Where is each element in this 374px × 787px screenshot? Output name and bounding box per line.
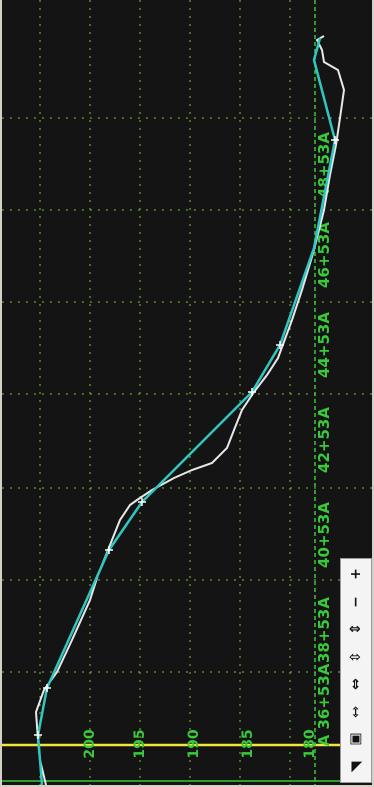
vertical-shrink-button[interactable]: ⇳ (343, 646, 369, 668)
elevation-label: 185 (240, 729, 256, 758)
pvi-marker[interactable] (34, 731, 42, 739)
horizontal-shrink-button[interactable]: ⇿ (343, 701, 369, 723)
horizontal-shrink-icon: ⇿ (347, 705, 364, 718)
station-label: 38+53A (315, 597, 333, 663)
pvi-marker[interactable] (331, 136, 339, 144)
pvi-marker[interactable] (138, 498, 146, 506)
zoom-in-icon: + (347, 568, 364, 580)
horizontal-stretch-button[interactable]: ⇔ (343, 673, 369, 695)
elevation-label: 200 (82, 729, 98, 758)
pvi-marker[interactable] (248, 388, 256, 396)
horizontal-stretch-icon: ⇔ (347, 678, 364, 691)
profile-toolbar: + − ⇕ ⇳ ⇔ ⇿ ▣ ◥ (340, 558, 372, 783)
ground-profile (34, 35, 346, 785)
fit-window-button[interactable]: ▣ (343, 728, 369, 750)
station-label: 40+53A (315, 502, 333, 568)
zoom-in-button[interactable]: + (343, 563, 369, 585)
fit-window-icon: ▣ (347, 732, 364, 746)
station-label: 44+53A (315, 312, 333, 378)
zoom-out-icon: − (347, 595, 364, 608)
pvi-marker[interactable] (276, 341, 284, 349)
elevation-label: 190 (186, 729, 202, 758)
pvi-marker[interactable] (43, 684, 51, 692)
station-label: 42+53A (315, 407, 333, 473)
elevation-label: 195 (132, 729, 148, 758)
axis-labels: A 36+53A38+53A40+53A42+53A44+53A46+53A48… (82, 132, 333, 759)
vertical-stretch-icon: ⇕ (347, 623, 364, 635)
design-pvi-points (34, 136, 339, 739)
vertical-shrink-icon: ⇳ (347, 650, 364, 663)
station-label: 46+53A (315, 222, 333, 288)
pan-corner-icon: ◥ (348, 761, 364, 773)
pan-corner-button[interactable]: ◥ (343, 756, 369, 778)
station-label: A 36+53A (315, 663, 333, 746)
vertical-stretch-button[interactable]: ⇕ (343, 618, 369, 640)
profiles (34, 35, 346, 785)
elevation-label: 180 (302, 729, 318, 758)
zoom-out-button[interactable]: − (343, 591, 369, 613)
pvi-marker[interactable] (105, 546, 113, 554)
